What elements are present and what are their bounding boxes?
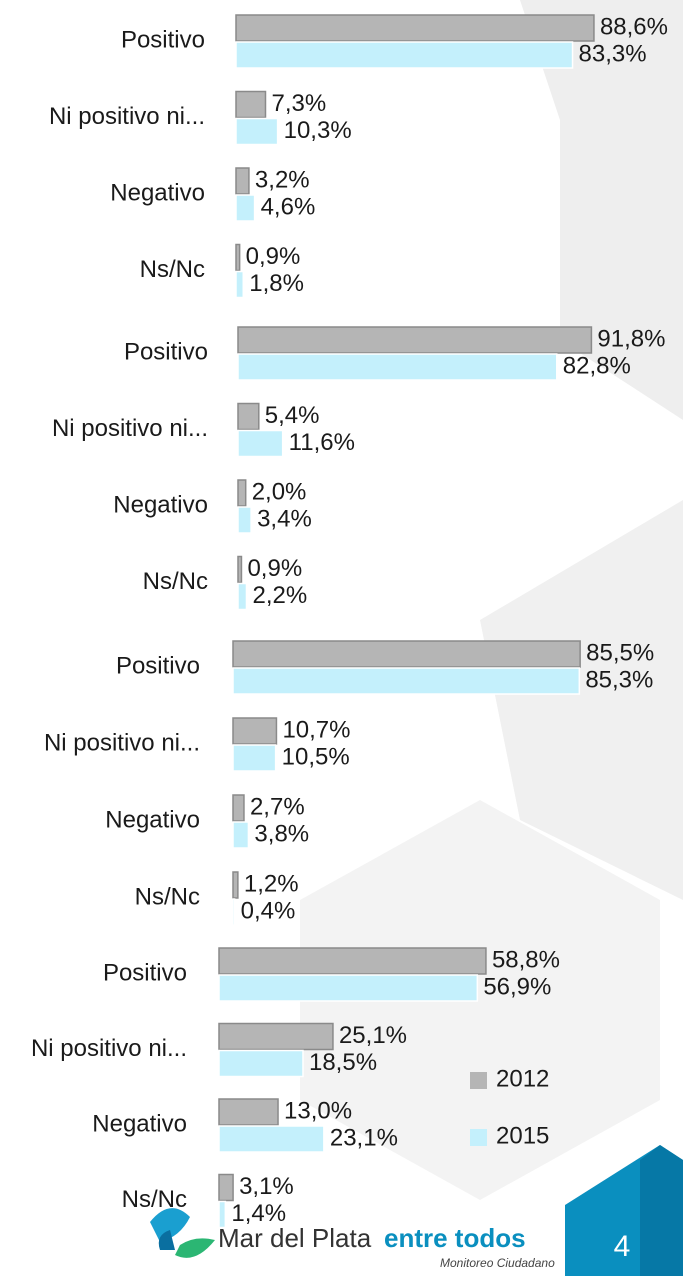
bar: [232, 794, 245, 822]
value-label: 4,6%: [261, 193, 316, 220]
value-label: 0,9%: [246, 243, 301, 270]
value-label: 18,5%: [309, 1049, 377, 1076]
bar: [235, 90, 267, 119]
bar: [237, 353, 558, 381]
category-label: Ni positivo ni...: [52, 415, 208, 442]
logo-icon: [158, 1230, 175, 1250]
value-label: 3,1%: [239, 1173, 294, 1200]
bar: [237, 326, 593, 354]
bar: [232, 821, 250, 849]
bg-hexagon: [520, 0, 683, 420]
category-label: Positivo: [103, 959, 187, 986]
category-label: Ns/Nc: [143, 568, 208, 595]
value-label: 10,3%: [284, 117, 352, 144]
bar: [218, 947, 487, 975]
bg-hexagon: [300, 800, 660, 1200]
bar: [232, 667, 581, 695]
page-number: 4: [614, 1230, 631, 1263]
value-label: 2,2%: [252, 582, 307, 609]
bar: [237, 479, 247, 507]
value-label: 1,2%: [244, 870, 299, 897]
category-label: Positivo: [124, 338, 208, 365]
category-label: Ni positivo ni...: [49, 103, 205, 130]
legend-swatch: [470, 1072, 487, 1089]
value-label: 0,4%: [241, 897, 296, 924]
value-label: 85,3%: [585, 666, 653, 693]
logo-icon: [175, 1238, 215, 1258]
bar: [235, 270, 245, 299]
bar: [218, 1049, 304, 1078]
bar: [218, 1200, 227, 1229]
bar: [237, 582, 248, 611]
value-label: 2,0%: [252, 478, 307, 505]
category-label: Ns/Nc: [140, 256, 205, 283]
bar: [218, 1173, 234, 1202]
logo: [150, 1208, 215, 1258]
bar: [237, 555, 243, 584]
category-label: Negativo: [113, 491, 208, 518]
legend-label: 2012: [496, 1065, 549, 1092]
category-label: Ni positivo ni...: [31, 1035, 187, 1062]
bar: [218, 1125, 325, 1153]
value-label: 91,8%: [597, 325, 665, 352]
value-label: 88,6%: [600, 13, 668, 40]
bar: [235, 194, 256, 222]
value-label: 2,7%: [250, 793, 305, 820]
value-label: 23,1%: [330, 1124, 398, 1151]
value-label: 7,3%: [271, 90, 326, 117]
value-label: 56,9%: [483, 973, 551, 1000]
bar: [235, 14, 595, 42]
logo-icon: [150, 1208, 190, 1242]
category-label: Ni positivo ni...: [44, 729, 200, 756]
corner-shape: [640, 1145, 683, 1276]
value-label: 1,8%: [249, 270, 304, 297]
category-label: Negativo: [105, 806, 200, 833]
bar: [235, 117, 279, 146]
category-label: Positivo: [116, 652, 200, 679]
tagline: Monitoreo Ciudadano: [440, 1256, 555, 1270]
bar: [232, 871, 239, 899]
bar: [232, 898, 236, 926]
bar: [237, 506, 252, 534]
category-label: Ns/Nc: [135, 883, 200, 910]
value-label: 0,9%: [247, 555, 302, 582]
bg-hexagon: [480, 500, 683, 900]
category-label: Positivo: [121, 26, 205, 53]
category-label: Negativo: [110, 179, 205, 206]
value-label: 10,7%: [282, 716, 350, 743]
bar: [218, 1022, 334, 1051]
bar: [235, 41, 574, 69]
bar: [218, 1098, 279, 1126]
brand: Mar del Plata: [218, 1223, 372, 1253]
bar: [232, 640, 581, 668]
value-label: 85,5%: [586, 639, 654, 666]
bar: [232, 717, 278, 745]
value-label: 58,8%: [492, 946, 560, 973]
value-label: 3,4%: [257, 505, 312, 532]
value-label: 3,8%: [254, 820, 309, 847]
brand-accent: entre todos: [384, 1223, 526, 1253]
bar: [218, 974, 479, 1002]
value-label: 11,6%: [289, 429, 355, 456]
value-label: 1,4%: [231, 1200, 286, 1227]
value-label: 82,8%: [563, 352, 631, 379]
bar: [237, 429, 284, 458]
bar: [232, 744, 277, 772]
value-label: 83,3%: [579, 40, 647, 67]
category-label: Ns/Nc: [122, 1186, 187, 1213]
value-label: 25,1%: [339, 1022, 407, 1049]
legend-swatch: [470, 1129, 487, 1146]
value-label: 13,0%: [284, 1097, 352, 1124]
value-label: 3,2%: [255, 166, 310, 193]
category-label: Negativo: [92, 1110, 187, 1137]
value-label: 5,4%: [265, 402, 320, 429]
bar: [235, 167, 250, 195]
legend-label: 2015: [496, 1122, 549, 1149]
value-label: 10,5%: [282, 743, 350, 770]
bar: [235, 243, 241, 272]
bar: [237, 402, 260, 431]
